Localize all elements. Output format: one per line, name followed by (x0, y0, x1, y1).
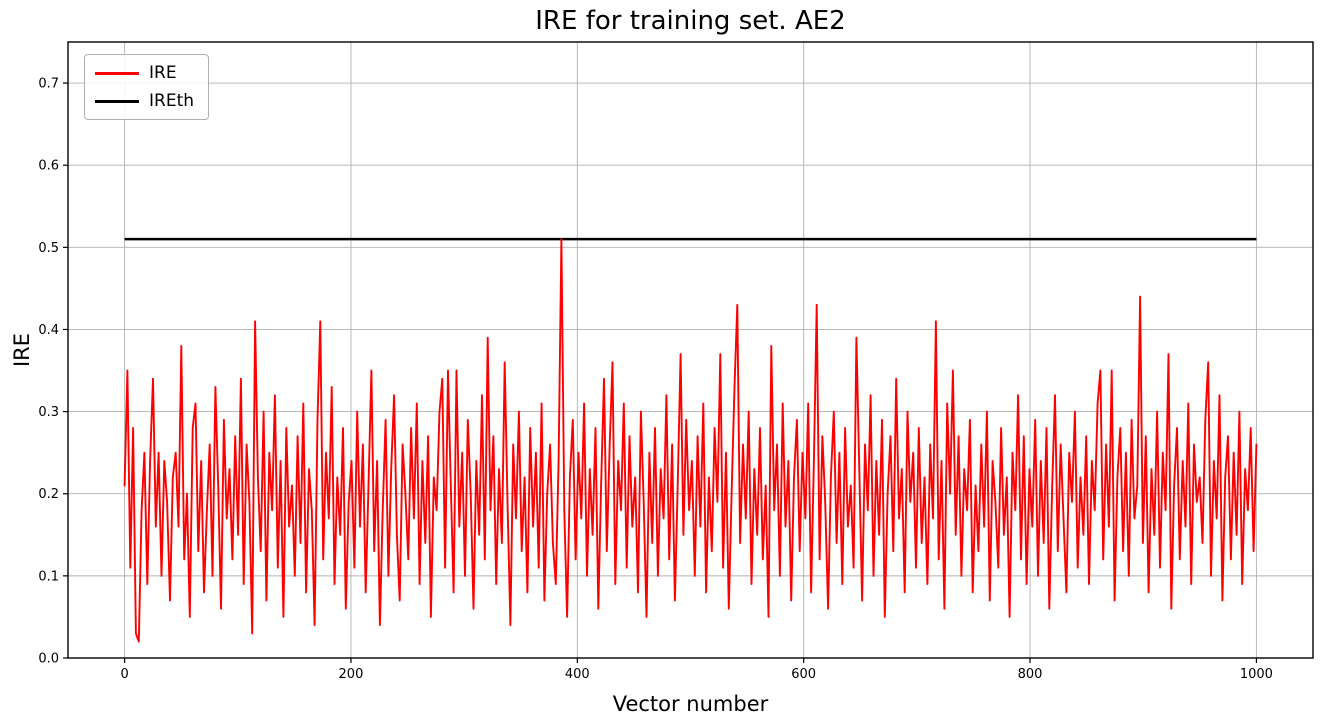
legend-line-sample (95, 99, 139, 103)
series-line-ire (123, 238, 1258, 643)
legend-entry-ire: IRE (95, 63, 194, 83)
y-tick-label: 0.7 (38, 77, 59, 92)
x-tick-label: 1000 (1240, 667, 1273, 682)
x-tick-label: 600 (791, 667, 816, 682)
x-tick-label: 800 (1018, 667, 1043, 682)
y-tick-label: 0.3 (38, 405, 59, 420)
y-tick-label: 0.1 (38, 569, 59, 584)
x-axis-label: Vector number (612, 692, 769, 716)
x-tick-label: 0 (120, 667, 128, 682)
y-tick-label: 0.0 (38, 652, 59, 667)
legend: IRE IREth (84, 54, 210, 120)
plot-border (67, 41, 1314, 659)
legend-label: IRE (149, 63, 177, 83)
x-tick-label: 400 (565, 667, 590, 682)
chart-title: IRE for training set. AE2 (535, 6, 846, 36)
y-tick-label: 0.4 (38, 323, 59, 338)
x-tick-label: 200 (339, 667, 364, 682)
legend-label: IREth (149, 91, 195, 111)
y-tick-label: 0.5 (38, 241, 59, 256)
legend-line-sample (95, 71, 139, 75)
y-tick-label: 0.2 (38, 487, 59, 502)
legend-entry-ireth: IREth (95, 91, 194, 111)
y-tick-label: 0.6 (38, 159, 59, 174)
